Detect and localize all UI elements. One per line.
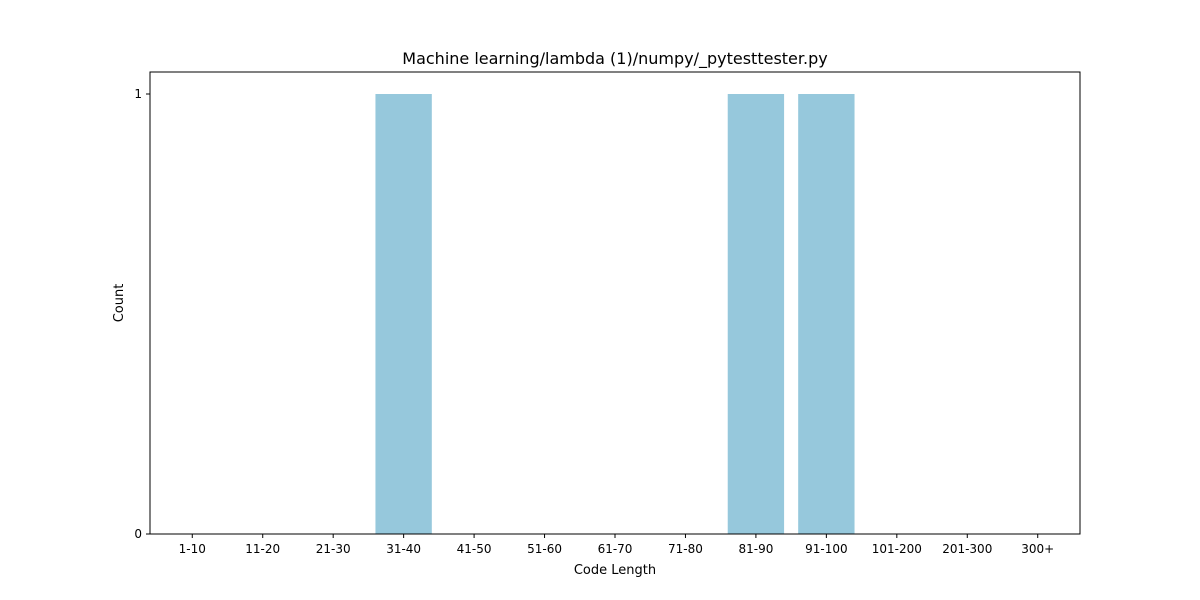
y-tick-label: 1	[134, 87, 142, 101]
x-tick-label: 101-200	[872, 542, 922, 556]
x-tick-label: 61-70	[598, 542, 633, 556]
x-tick-label: 81-90	[738, 542, 773, 556]
chart-title: Machine learning/lambda (1)/numpy/_pytes…	[402, 49, 827, 69]
y-tick-label: 0	[134, 527, 142, 541]
x-tick-label: 11-20	[245, 542, 280, 556]
x-tick-label: 71-80	[668, 542, 703, 556]
x-tick-label: 21-30	[316, 542, 351, 556]
x-tick-label: 300+	[1021, 542, 1054, 556]
x-tick-label: 91-100	[805, 542, 848, 556]
x-tick-label: 31-40	[386, 542, 421, 556]
ticks-layer: 1-10 11-20 21-30 31-40 41-50 51-60 61-70 71-80 8…	[134, 87, 1054, 556]
plot-frame	[149, 71, 1081, 535]
x-tick-label: 201-300	[942, 542, 992, 556]
x-tick-label: 1-10	[179, 542, 206, 556]
x-tick-label: 51-60	[527, 542, 562, 556]
x-axis-title: Code Length	[574, 563, 656, 578]
bar-31-40	[375, 94, 432, 534]
x-tick-label: 41-50	[457, 542, 492, 556]
bars-layer	[375, 94, 855, 534]
bar-91-100	[798, 94, 855, 534]
y-axis-title: Count	[112, 284, 127, 323]
bar-81-90	[727, 94, 785, 534]
